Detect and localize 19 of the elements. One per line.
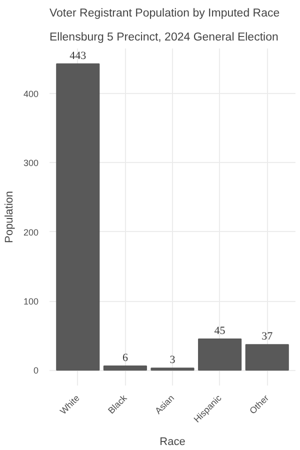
bar: [245, 344, 289, 371]
x-axis-title: Race: [160, 436, 186, 448]
y-tick-label: 300: [23, 158, 39, 168]
chart-title: Voter Registrant Population by Imputed Race: [50, 8, 280, 20]
bar: [56, 63, 100, 371]
y-tick-label: 400: [23, 89, 39, 100]
data-label: 37: [262, 330, 274, 343]
y-tick-label: 100: [23, 296, 39, 307]
data-label: 3: [170, 354, 176, 366]
bar: [198, 338, 242, 371]
data-label: 45: [214, 325, 226, 338]
y-axis-title: Population: [3, 190, 16, 243]
y-tick-label: 200: [23, 227, 39, 238]
bar: [103, 366, 147, 371]
data-label: 6: [122, 352, 128, 364]
chart-subtitle: Ellensburg 5 Precinct, 2024 General Election: [50, 32, 278, 44]
bar: [150, 368, 194, 371]
y-tick-label: 0: [33, 366, 39, 376]
data-label: 443: [70, 50, 87, 62]
